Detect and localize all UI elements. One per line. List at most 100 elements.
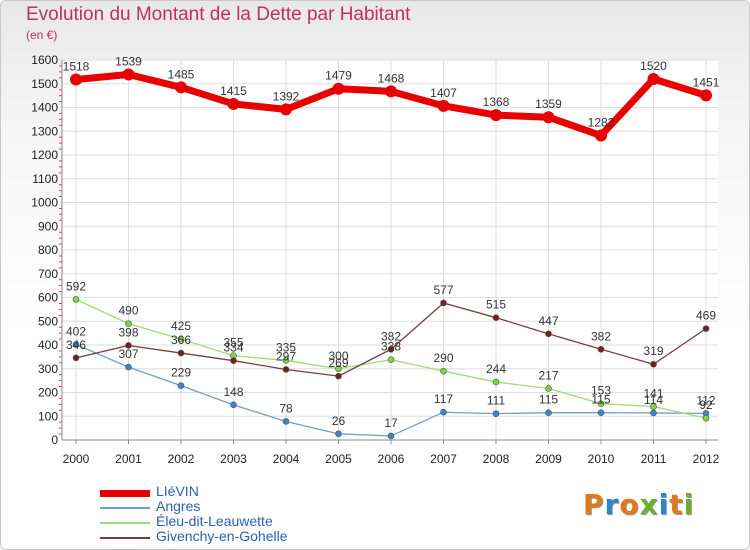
data-label: 515 xyxy=(486,298,506,312)
proxiti-logo: Proxiti xyxy=(583,488,695,521)
data-point xyxy=(440,367,447,375)
data-point xyxy=(492,378,500,386)
data-label: 297 xyxy=(276,349,296,363)
data-label: 338 xyxy=(381,340,401,354)
x-tick-label: 2002 xyxy=(168,452,195,466)
data-label: 26 xyxy=(332,414,346,428)
data-label: 17 xyxy=(384,416,398,430)
data-label: 115 xyxy=(591,393,610,407)
data-point xyxy=(387,432,395,440)
data-label: 148 xyxy=(223,385,243,399)
data-point xyxy=(175,81,187,94)
data-label: 92 xyxy=(699,398,713,412)
data-label: 319 xyxy=(643,344,663,358)
data-label: 592 xyxy=(66,279,86,293)
y-tick-label: 1600 xyxy=(31,53,58,67)
data-label: 290 xyxy=(433,351,453,365)
data-point xyxy=(125,342,132,349)
data-point xyxy=(72,296,80,303)
data-point xyxy=(387,345,395,353)
data-label: 111 xyxy=(487,394,506,408)
data-point xyxy=(227,97,240,110)
data-label: 366 xyxy=(171,333,191,347)
data-point xyxy=(545,409,552,416)
y-tick-label: 400 xyxy=(38,338,58,352)
data-label: 469 xyxy=(696,309,716,323)
data-label: 114 xyxy=(644,393,663,407)
data-label: 115 xyxy=(539,393,558,407)
data-label: 398 xyxy=(118,325,138,339)
y-tick-label: 200 xyxy=(38,386,58,400)
data-point xyxy=(650,403,657,410)
y-tick-label: 100 xyxy=(38,409,58,423)
data-point xyxy=(597,409,605,416)
y-tick-label: 1100 xyxy=(32,172,58,186)
x-tick-label: 2011 xyxy=(641,452,667,466)
data-point xyxy=(72,341,80,348)
data-label: 117 xyxy=(434,392,453,406)
data-label: 355 xyxy=(223,336,243,350)
data-point xyxy=(702,414,710,422)
data-point xyxy=(335,372,342,380)
y-tick-label: 0 xyxy=(51,433,58,447)
data-point xyxy=(595,129,607,142)
data-point xyxy=(700,89,712,102)
y-tick-label: 800 xyxy=(38,243,58,257)
x-tick-label: 2006 xyxy=(378,452,405,466)
data-label: 1415 xyxy=(220,84,247,98)
y-tick-label: 1000 xyxy=(31,196,58,210)
data-point xyxy=(282,366,290,373)
data-point xyxy=(282,418,290,425)
data-point xyxy=(282,357,290,364)
data-label: 402 xyxy=(66,325,86,339)
y-tick-label: 900 xyxy=(38,219,58,233)
legend-swatch xyxy=(100,522,150,524)
legend-swatch xyxy=(100,507,150,509)
x-tick-label: 2012 xyxy=(693,452,720,466)
x-tick-label: 2003 xyxy=(220,452,247,466)
data-point xyxy=(125,363,132,371)
data-point xyxy=(647,73,660,85)
data-label: 1451 xyxy=(693,75,720,89)
data-label: 382 xyxy=(591,329,611,343)
y-tick-label: 600 xyxy=(38,291,58,305)
data-label: 577 xyxy=(433,283,453,297)
legend-label: Angres xyxy=(156,498,201,514)
data-label: 382 xyxy=(381,329,401,343)
data-point xyxy=(650,360,657,368)
data-label: 217 xyxy=(538,368,558,382)
data-point xyxy=(597,345,605,353)
data-point xyxy=(437,99,450,112)
data-label: 1392 xyxy=(273,89,300,103)
data-label: 141 xyxy=(643,387,663,401)
data-label: 425 xyxy=(171,319,191,333)
data-label: 447 xyxy=(538,314,558,328)
data-point xyxy=(545,385,552,392)
data-label: 346 xyxy=(66,338,86,352)
y-tick-label: 1200 xyxy=(31,148,58,162)
data-point xyxy=(440,299,447,307)
data-label: 1468 xyxy=(378,71,405,85)
y-tick-label: 1300 xyxy=(31,124,58,138)
data-point xyxy=(230,357,237,364)
data-point xyxy=(597,400,605,407)
data-label: 335 xyxy=(276,340,296,354)
x-tick-label: 2009 xyxy=(535,452,562,466)
data-label: 269 xyxy=(328,356,348,370)
legend-swatch xyxy=(100,489,150,497)
data-point xyxy=(492,410,500,417)
data-point xyxy=(490,109,502,122)
data-label: 1539 xyxy=(115,54,142,68)
y-tick-label: 1500 xyxy=(31,77,58,91)
data-label: 1479 xyxy=(325,69,352,83)
y-tick-label: 700 xyxy=(38,267,58,281)
data-point xyxy=(650,409,657,417)
data-point xyxy=(177,335,185,343)
data-label: 1407 xyxy=(430,86,457,100)
data-point xyxy=(70,73,82,86)
legend-label: Givenchy-en-Gohelle xyxy=(156,528,288,544)
y-tick-label: 300 xyxy=(38,362,58,376)
data-point xyxy=(387,356,395,364)
legend-label: LIéVIN xyxy=(156,483,199,499)
